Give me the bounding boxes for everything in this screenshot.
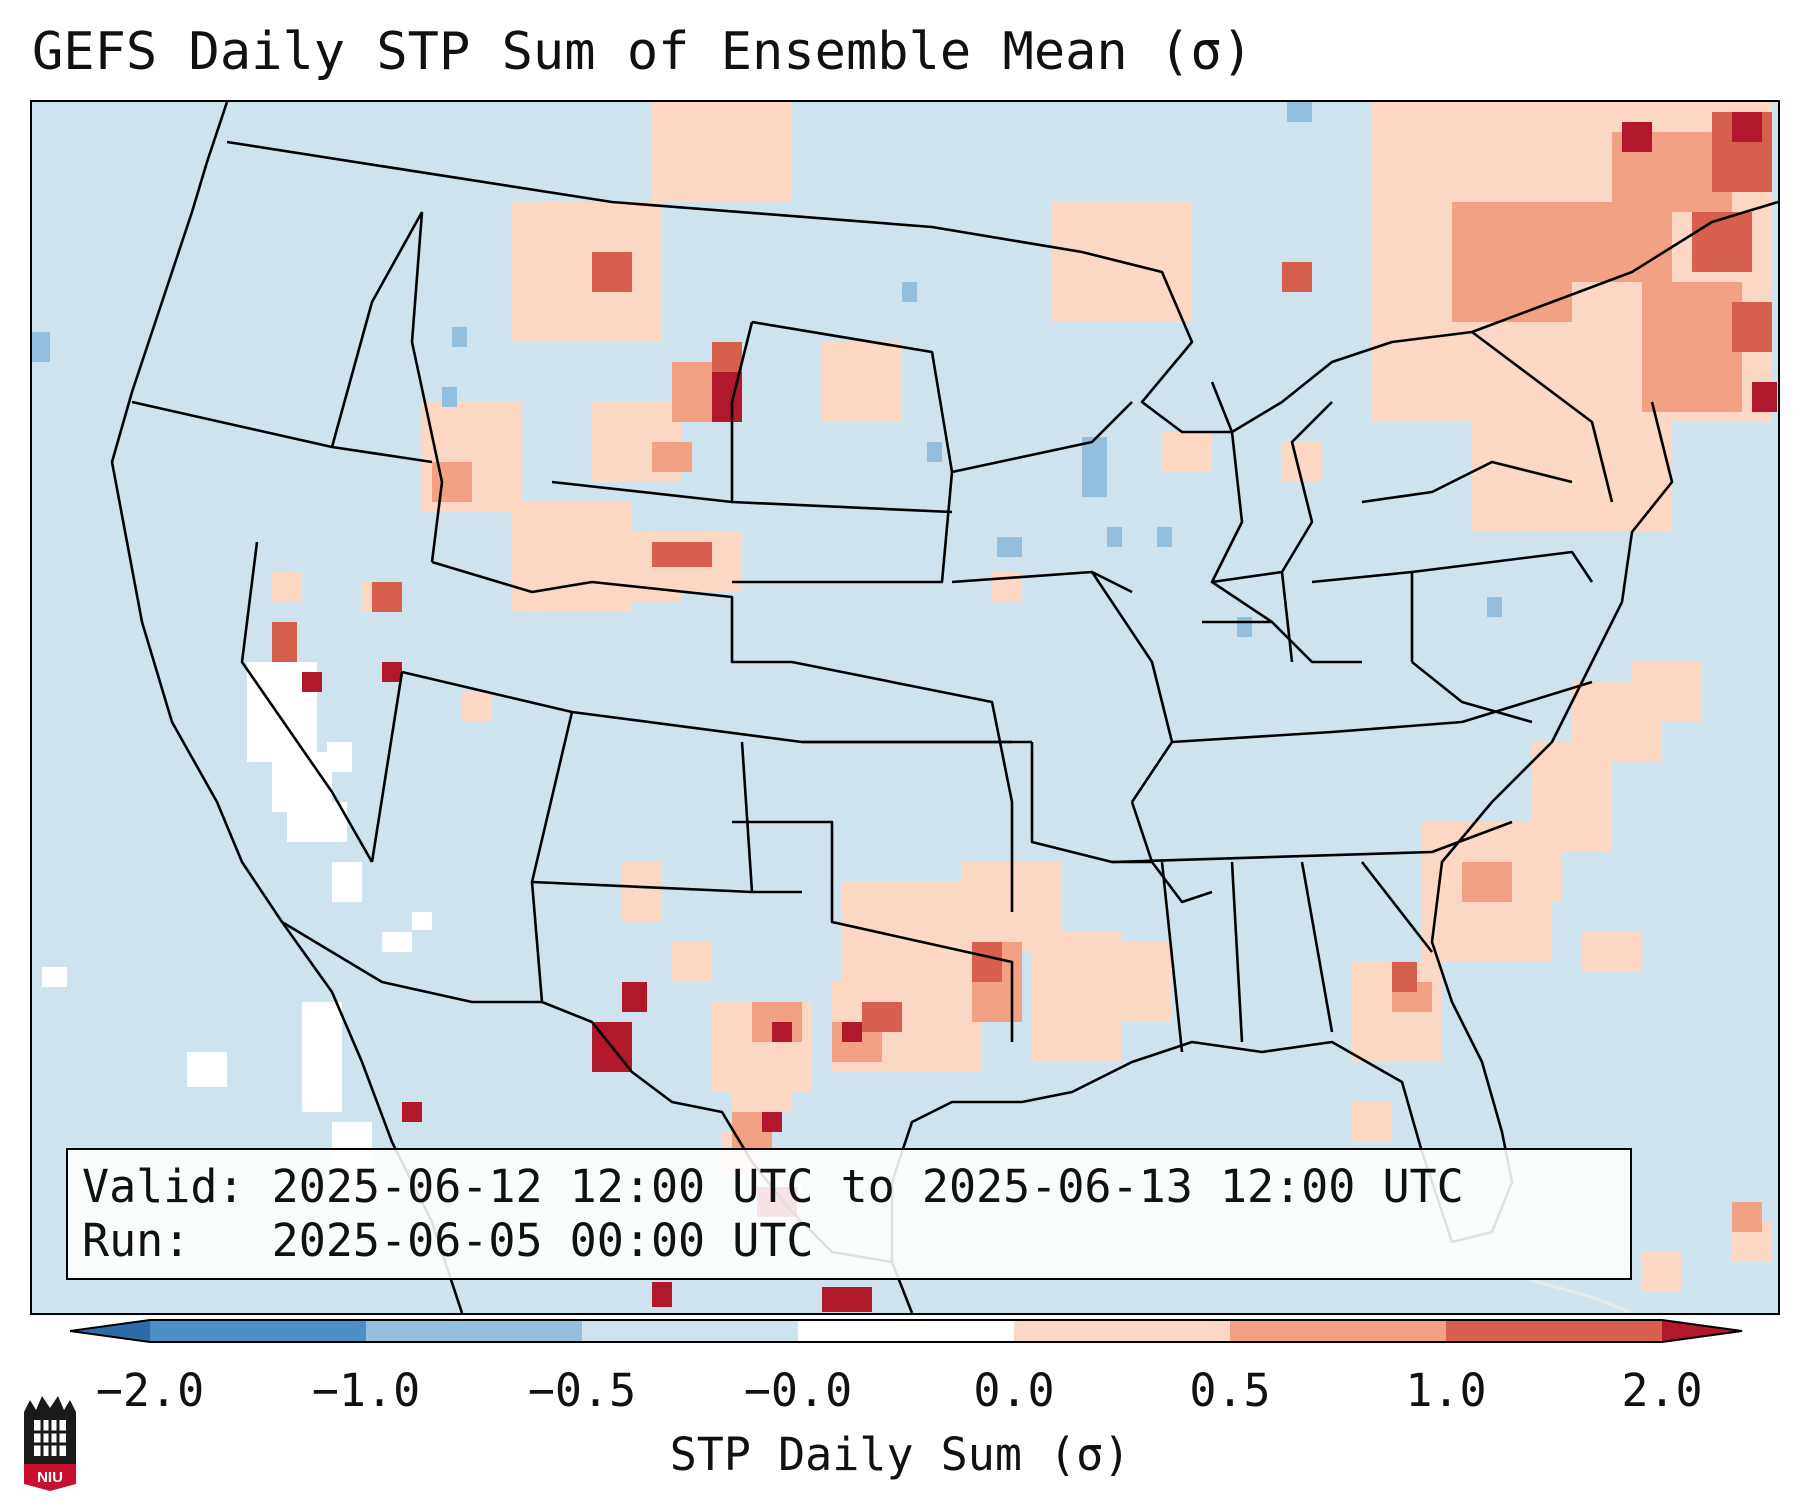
niu-logo: NIU [24, 1396, 76, 1491]
neutral-anomaly-areas [42, 662, 802, 1212]
colorbar-segment-2 [366, 1320, 582, 1342]
colorbar-segment-4 [798, 1320, 1014, 1342]
valid-time-box: Valid: 2025-06-12 12:00 UTC to 2025-06-1… [66, 1148, 1632, 1280]
colorbar-segment-6 [1230, 1320, 1446, 1342]
colorbar-tick-label: −0.0 [743, 1364, 853, 1417]
conus-map [32, 102, 1778, 1313]
colorbar-label: STP Daily Sum (σ) [669, 1428, 1131, 1481]
colorbar-tick-label: 0.5 [1189, 1364, 1271, 1417]
colorbar-segment-1 [150, 1320, 366, 1342]
colorbar-segment-7 [1446, 1320, 1662, 1342]
valid-value: 2025-06-12 12:00 UTC to 2025-06-13 12:00… [271, 1160, 1464, 1213]
colorbar-segment-8 [1662, 1320, 1742, 1342]
colorbar-tick-label: 2.0 [1621, 1364, 1703, 1417]
colorbar-tick-label: 0.0 [973, 1364, 1055, 1417]
colorbar-segment-0 [70, 1320, 150, 1342]
colorbar-tick-label: 1.0 [1405, 1364, 1487, 1417]
run-label: Run: [82, 1214, 191, 1267]
run-row: Run: 2025-06-05 00:00 UTC [82, 1214, 1616, 1268]
chart-title: GEFS Daily STP Sum of Ensemble Mean (σ) [32, 22, 1253, 82]
colorbar-tick-label: −2.0 [95, 1364, 205, 1417]
colorbar-segment-5 [1014, 1320, 1230, 1342]
colorbar-tick-label: −0.5 [527, 1364, 637, 1417]
colorbar [70, 1319, 1743, 1343]
run-value: 2025-06-05 00:00 UTC [271, 1214, 814, 1267]
niu-logo-text: NIU [37, 1469, 63, 1486]
map-panel [30, 100, 1780, 1315]
valid-row: Valid: 2025-06-12 12:00 UTC to 2025-06-1… [82, 1160, 1616, 1214]
colorbar-tick-label: −1.0 [311, 1364, 421, 1417]
colorbar-segment-3 [582, 1320, 798, 1342]
strong-positive-anomaly-areas [272, 112, 1772, 1032]
valid-label: Valid: [82, 1160, 245, 1213]
colorbar-outline [70, 1319, 1743, 1343]
